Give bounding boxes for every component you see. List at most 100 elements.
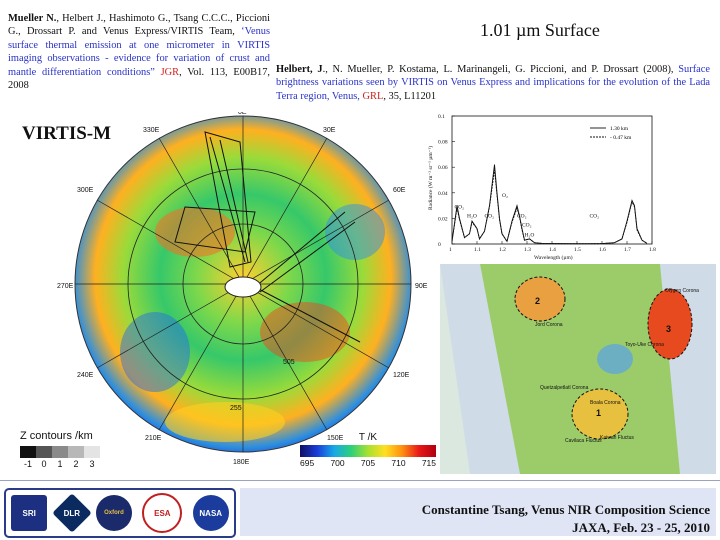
y-axis-label: Radiance (W m⁻² sr⁻¹ µm⁻¹) (427, 146, 434, 210)
x-tick-label: 1.5 (574, 247, 581, 253)
oxford-logo: Oxford (95, 495, 132, 531)
polar-map-svg: 0E 30E 60E 90E 120E 150E 180E 210E 240E … (57, 109, 428, 466)
pole-gap (224, 276, 262, 298)
z-legend-ticks: -1 0 1 2 3 (20, 459, 180, 469)
map-cool-region (120, 312, 190, 392)
longitude-label: 0E (238, 112, 247, 116)
x-tick-label: 1.4 (549, 247, 556, 253)
observation-tracks (174, 131, 361, 343)
band-annotation: CO₂ (485, 214, 495, 220)
z-swatch (36, 446, 52, 458)
t-tick: 715 (421, 458, 436, 468)
feature-label: Kaiwan Fluctus (600, 435, 634, 441)
reference-author: Helbert, J (276, 64, 323, 75)
spectrum-series-2 (451, 169, 648, 245)
y-tick-label: 0.1 (438, 114, 445, 120)
legend-label: 1.30 km (610, 126, 629, 132)
z-tick: 0 (41, 459, 47, 469)
region-number: 3 (666, 324, 671, 334)
y-tick-label: 0 (438, 242, 441, 248)
z-contours-legend: Z contours /km -1 0 1 2 3 (20, 430, 180, 469)
reference-volume: , 35, L11201 (383, 90, 437, 102)
esa-logo: ESA (142, 493, 183, 533)
longitude-label: 120E (393, 372, 410, 379)
longitude-label: 240E (77, 372, 94, 379)
region-number: 2 (535, 296, 540, 306)
reference-helbert: Helbert, J., N. Mueller, P. Kostama, L. … (276, 63, 710, 103)
feature-label: Cavilaca Fluctus (565, 438, 602, 444)
t-tick: 695 (300, 458, 315, 468)
nasa-logo: NASA (192, 495, 229, 531)
y-tick-label: 0.02 (438, 216, 448, 222)
band-annotation: O₂ (502, 193, 508, 199)
longitude-label: 60E (393, 187, 406, 194)
x-tick-label: 1.8 (649, 247, 656, 253)
z-tick: 3 (89, 459, 95, 469)
spectrum-svg: 1 1.1 1.2 1.3 1.4 1.5 1.6 1.7 1.8 0 0.02 0.04 0.06 0.… (427, 114, 656, 261)
t-tick: 710 (391, 458, 406, 468)
feature-label: Boala Corona (590, 400, 621, 406)
y-tick-label: 0.04 (438, 191, 448, 197)
feature-label: Jord Corona (535, 322, 563, 328)
reference-title: ‘Venus surface thermal emission at one m… (8, 26, 270, 78)
t-tick: 700 (330, 458, 345, 468)
z-tick: 2 (73, 459, 79, 469)
instrument-label: VIRTIS-M (22, 123, 112, 144)
t-colorbar (300, 445, 436, 457)
reference-mueller: Mueller N., Helbert J., Hashimoto G., Ts… (8, 12, 270, 92)
z-swatch (20, 446, 36, 458)
t-legend-title: T /K (358, 432, 378, 443)
reference-author: Mueller N. (8, 13, 57, 24)
map-cool-region (325, 204, 385, 260)
event-line: JAXA, Feb. 23 - 25, 2010 (572, 520, 710, 535)
x-tick-label: 1 (449, 247, 452, 253)
lada-terra-map: 2 3 1 Jord Corona Otygen Corona Quetzalp… (440, 264, 716, 474)
reference-journal: GRL (362, 90, 384, 102)
sri-logo: SRI (11, 495, 48, 531)
x-tick-label: 1.6 (599, 247, 606, 253)
y-tick-label: 0.06 (438, 165, 448, 171)
y-tick-label: 0.08 (438, 140, 448, 146)
reference-journal: JGR (160, 66, 180, 78)
dlr-logo: DLR (51, 493, 92, 533)
polar-temperature-map: 0E 30E 60E 90E 120E 150E 180E 210E 240E … (55, 109, 431, 468)
z-tick: 1 (57, 459, 63, 469)
z-legend-bar (20, 446, 180, 458)
region-number: 1 (596, 408, 601, 418)
longitude-label: 300E (77, 187, 94, 194)
longitude-label: 30E (323, 127, 336, 134)
legend-label: - 0.47 km (610, 135, 632, 141)
z-tick: -1 (23, 459, 32, 469)
temperature-legend: T /K 695 700 705 710 715 (300, 432, 436, 468)
longitude-label: 330E (143, 127, 160, 134)
band-annotation: CO₂ (455, 205, 465, 211)
footer-divider (0, 480, 720, 481)
region-3 (647, 288, 693, 360)
longitude-label: 150E (327, 435, 344, 442)
band-annotation: CO₂ (517, 214, 527, 220)
band-annotation: H₂O (467, 214, 477, 220)
z-swatch (68, 446, 84, 458)
z-swatch (52, 446, 68, 458)
lada-basin (597, 344, 633, 374)
t-tick: 705 (360, 458, 376, 468)
presenter-line: Constantine Tsang, Venus NIR Composition… (421, 502, 710, 517)
contour-label: 505 (283, 359, 295, 366)
spectrum-series-1 (451, 164, 648, 245)
map-warm-region (260, 302, 350, 362)
feature-label: Toyo-Uke Corona (625, 342, 664, 348)
region-1 (571, 388, 629, 440)
x-tick-label: 1.7 (624, 247, 631, 253)
longitude-label: 90E (415, 283, 428, 290)
longitude-label: 180E (233, 459, 250, 466)
x-tick-label: 1.2 (499, 247, 506, 253)
x-axis-label: Wavelength (µm) (534, 254, 573, 261)
x-tick-label: 1.1 (474, 247, 481, 253)
z-legend-title: Z contours /km (20, 430, 93, 442)
logo-strip: SRI DLR Oxford ESA NASA (4, 488, 236, 538)
reference-title: Surface brightness variations seen by VI… (276, 64, 710, 102)
feature-label: Otygen Corona (665, 288, 699, 294)
longitude-label: 270E (57, 283, 74, 290)
longitude-label-group: 0E 30E 60E 90E 120E 150E 180E 210E 240E … (57, 109, 428, 466)
z-swatch (84, 446, 100, 458)
